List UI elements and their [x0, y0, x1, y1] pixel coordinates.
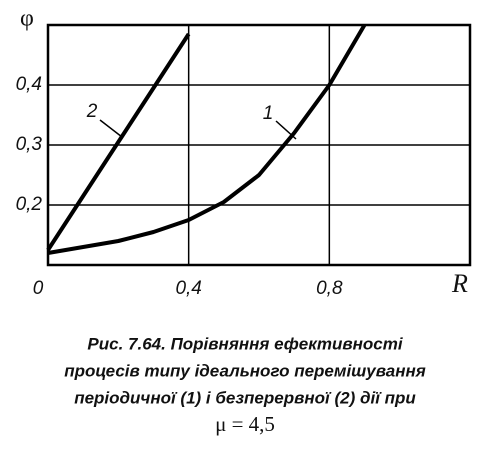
x-axis-label: R	[451, 269, 468, 298]
series-label: 2	[86, 101, 98, 122]
x-tick-label: 0	[33, 278, 44, 299]
x-tick-label: 0,4	[175, 278, 201, 299]
leader-line	[99, 119, 123, 138]
y-tick-label: 0,3	[16, 134, 43, 155]
series-line	[47, 23, 367, 255]
plot-frame	[46, 23, 472, 267]
caption: Рис. 7.64. Порівняння ефективності	[87, 334, 403, 353]
series-line	[46, 32, 191, 252]
caption: періодичної (1) і безперервної (2) дії п…	[74, 388, 416, 407]
x-tick-label: 0,8	[316, 278, 343, 299]
series-label: 1	[263, 103, 274, 124]
caption: μ = 4,5	[215, 412, 275, 436]
y-tick-label: 0,4	[16, 74, 42, 95]
y-tick-label: 0,2	[16, 194, 43, 215]
y-axis-label: φ	[20, 6, 34, 32]
caption: процесів типу ідеального перемішування	[64, 361, 426, 380]
